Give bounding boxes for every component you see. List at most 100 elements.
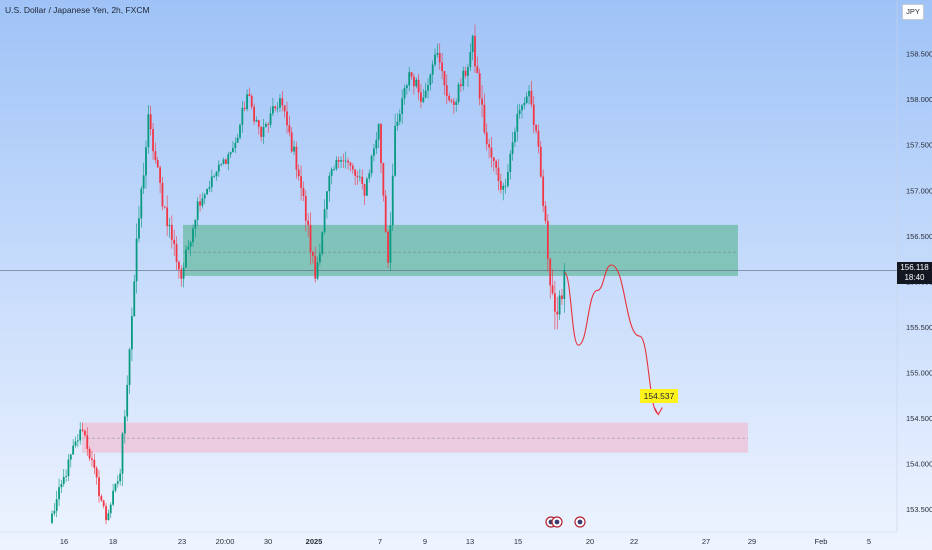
time-tick-label: 20:00	[216, 537, 235, 546]
candle-body	[401, 98, 404, 115]
candle-body	[196, 201, 199, 220]
candle-body	[220, 163, 223, 165]
candle-body	[436, 53, 439, 55]
candle-body	[246, 94, 248, 110]
candle-body	[304, 195, 307, 221]
candle-body	[532, 104, 535, 125]
support-zone	[82, 422, 748, 453]
candle-body	[448, 95, 451, 101]
candle-body	[107, 513, 110, 521]
candle-body	[131, 316, 133, 350]
candle-body	[239, 124, 241, 138]
candle-body	[398, 114, 401, 122]
candle-body	[279, 98, 281, 108]
candle-body	[316, 262, 319, 279]
candle-body	[84, 430, 86, 436]
price-tick-label: 156.500	[906, 232, 932, 241]
candle-body	[145, 147, 147, 176]
time-axis: 16 18 23 20:00 30 2025 7 9 13 15 20 22 27 29 Feb 5	[60, 537, 871, 546]
candle-body	[544, 205, 547, 222]
price-tick-label: 157.000	[906, 186, 932, 195]
candle-body	[490, 147, 493, 158]
candle-body	[300, 176, 302, 188]
candle-body	[366, 178, 368, 196]
time-tick-label: 16	[60, 537, 68, 546]
candle-body	[180, 269, 183, 279]
currency-selector[interactable]: JPY	[902, 4, 924, 20]
candle-body	[126, 384, 129, 417]
events-layer	[545, 516, 586, 528]
candle-body	[185, 249, 187, 268]
candle-body	[86, 435, 89, 449]
candle-body	[102, 500, 105, 507]
candle-body	[272, 106, 274, 114]
candle-body	[257, 120, 260, 127]
candle-body	[363, 183, 366, 196]
candle-body	[455, 102, 458, 105]
candle-body	[422, 97, 425, 102]
candle-body	[194, 219, 197, 229]
candle-body	[76, 440, 79, 442]
candle-body	[511, 142, 514, 154]
candle-body	[478, 73, 481, 99]
candle-body	[88, 448, 91, 459]
target-price-label: 154.537	[640, 389, 678, 403]
candle-body	[173, 239, 176, 245]
candle-body	[168, 224, 171, 227]
candle-body	[253, 106, 255, 122]
time-tick-label: 13	[466, 537, 474, 546]
candle-body	[554, 293, 556, 312]
candle-body	[558, 295, 561, 315]
candle-body	[389, 225, 392, 263]
candle-body	[225, 159, 227, 164]
time-tick-label: 29	[748, 537, 756, 546]
candle-body	[464, 70, 467, 76]
candle-body	[274, 106, 277, 109]
candle-body	[427, 85, 429, 91]
candle-body	[521, 105, 523, 111]
candle-body	[488, 144, 490, 148]
candle-body	[199, 201, 201, 206]
price-tick-label: 154.000	[906, 460, 932, 469]
price-tick-label: 153.500	[906, 505, 932, 514]
candle-body	[154, 151, 157, 160]
candle-body	[213, 176, 216, 178]
candle-body	[340, 160, 342, 162]
candle-body	[537, 130, 540, 147]
candle-body	[138, 218, 140, 239]
candle-body	[342, 160, 345, 162]
candle-body	[375, 139, 378, 149]
candle-body	[335, 160, 338, 170]
candle-body	[321, 232, 324, 254]
candle-body	[295, 146, 298, 170]
candle-body	[53, 510, 56, 514]
candle-body	[474, 35, 476, 67]
candle-body	[424, 90, 427, 98]
time-tick-label: 18	[109, 537, 117, 546]
candle-body	[452, 101, 455, 105]
candle-body	[356, 175, 359, 178]
candle-body	[112, 490, 114, 505]
candle-body	[286, 111, 288, 126]
candle-body	[60, 484, 63, 488]
candle-body	[65, 476, 67, 477]
candle-body	[51, 513, 53, 523]
candle-body	[405, 85, 408, 89]
candle-body	[481, 98, 483, 105]
candle-body	[248, 94, 251, 97]
candle-body	[358, 176, 361, 178]
candle-body	[260, 126, 263, 137]
candle-body	[255, 120, 258, 122]
candle-body	[267, 124, 270, 125]
candle-body	[309, 224, 312, 253]
candle-body	[95, 467, 98, 478]
time-tick-label: 22	[630, 537, 638, 546]
us-flag-icon-center	[554, 519, 560, 525]
candle-body	[288, 125, 291, 133]
candle-body	[535, 124, 537, 131]
candle-body	[377, 123, 380, 140]
candle-body	[293, 146, 295, 152]
candle-body	[523, 102, 526, 106]
candle-body	[516, 114, 519, 132]
